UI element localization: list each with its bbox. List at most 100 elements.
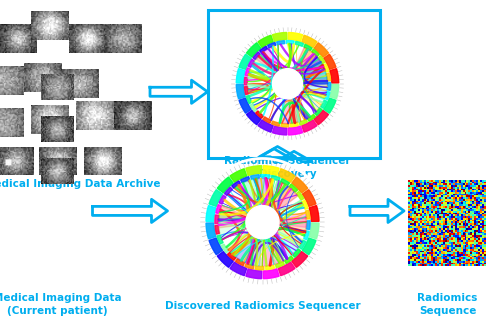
Polygon shape — [248, 84, 288, 93]
Polygon shape — [250, 104, 257, 112]
Polygon shape — [239, 98, 252, 113]
Polygon shape — [240, 176, 250, 183]
Polygon shape — [218, 177, 234, 193]
Polygon shape — [262, 183, 298, 222]
Polygon shape — [245, 68, 250, 76]
Polygon shape — [276, 41, 284, 45]
Polygon shape — [236, 84, 246, 99]
Polygon shape — [288, 48, 313, 84]
Polygon shape — [258, 35, 273, 48]
Text: Radiomics Sequencer
Discovery: Radiomics Sequencer Discovery — [224, 156, 351, 179]
Polygon shape — [288, 56, 321, 84]
Polygon shape — [288, 84, 298, 123]
Polygon shape — [219, 195, 226, 204]
Polygon shape — [288, 48, 312, 84]
Polygon shape — [232, 181, 240, 188]
Polygon shape — [256, 111, 264, 118]
Polygon shape — [260, 46, 268, 53]
Polygon shape — [308, 114, 316, 121]
Polygon shape — [327, 82, 330, 90]
Polygon shape — [330, 84, 338, 99]
Polygon shape — [290, 123, 298, 127]
Polygon shape — [263, 269, 279, 279]
Polygon shape — [276, 261, 284, 268]
Polygon shape — [248, 59, 254, 67]
Polygon shape — [304, 231, 309, 240]
Polygon shape — [292, 251, 308, 267]
Polygon shape — [253, 53, 288, 84]
Polygon shape — [246, 95, 252, 104]
Text: Medical Imaging Data
(Current patient): Medical Imaging Data (Current patient) — [0, 293, 122, 316]
Polygon shape — [209, 190, 222, 206]
Polygon shape — [296, 191, 304, 200]
Circle shape — [246, 205, 279, 239]
Polygon shape — [302, 200, 308, 209]
Polygon shape — [323, 64, 329, 72]
Polygon shape — [262, 222, 300, 257]
Polygon shape — [246, 43, 261, 57]
Polygon shape — [284, 256, 294, 263]
Polygon shape — [314, 110, 328, 125]
Polygon shape — [252, 222, 262, 266]
Polygon shape — [350, 199, 404, 223]
Polygon shape — [256, 178, 273, 222]
Polygon shape — [215, 225, 220, 234]
Polygon shape — [302, 190, 316, 206]
Polygon shape — [260, 147, 296, 158]
Polygon shape — [288, 63, 327, 84]
Polygon shape — [318, 56, 325, 64]
Polygon shape — [261, 175, 270, 178]
Polygon shape — [246, 269, 262, 279]
Polygon shape — [218, 251, 234, 267]
Polygon shape — [302, 35, 317, 48]
Polygon shape — [234, 222, 262, 263]
Circle shape — [272, 69, 302, 99]
Polygon shape — [288, 63, 327, 84]
Polygon shape — [268, 43, 276, 48]
Polygon shape — [288, 84, 322, 110]
Text: Medical Imaging Data Archive: Medical Imaging Data Archive — [0, 179, 161, 189]
Polygon shape — [288, 57, 324, 84]
Polygon shape — [244, 87, 248, 95]
Polygon shape — [262, 216, 306, 234]
Polygon shape — [250, 222, 262, 266]
Polygon shape — [92, 199, 168, 223]
Polygon shape — [250, 175, 260, 179]
Polygon shape — [215, 215, 218, 223]
Polygon shape — [246, 110, 261, 125]
Polygon shape — [312, 49, 320, 57]
Polygon shape — [302, 120, 317, 132]
Polygon shape — [226, 222, 262, 257]
Polygon shape — [288, 53, 320, 84]
Polygon shape — [263, 117, 271, 123]
Polygon shape — [299, 240, 306, 249]
Polygon shape — [245, 263, 254, 269]
Polygon shape — [320, 100, 327, 108]
Polygon shape — [219, 212, 262, 222]
Polygon shape — [219, 222, 262, 238]
Polygon shape — [209, 238, 222, 255]
Polygon shape — [289, 184, 298, 192]
Polygon shape — [150, 80, 208, 103]
Polygon shape — [246, 166, 262, 175]
Polygon shape — [216, 204, 222, 213]
Polygon shape — [306, 210, 310, 219]
Polygon shape — [217, 235, 223, 244]
Text: Discovered Radiomics Sequencer: Discovered Radiomics Sequencer — [164, 301, 360, 311]
Polygon shape — [224, 187, 232, 195]
Polygon shape — [272, 121, 280, 126]
Polygon shape — [236, 69, 246, 83]
Polygon shape — [272, 126, 287, 135]
Polygon shape — [218, 206, 262, 228]
Polygon shape — [271, 175, 280, 181]
Polygon shape — [272, 33, 287, 42]
Polygon shape — [230, 169, 246, 182]
Polygon shape — [228, 252, 236, 260]
Polygon shape — [330, 69, 338, 83]
Polygon shape — [288, 33, 302, 42]
Polygon shape — [280, 179, 289, 186]
Polygon shape — [288, 80, 327, 87]
Polygon shape — [309, 205, 319, 222]
Polygon shape — [281, 123, 289, 127]
Polygon shape — [314, 108, 322, 116]
